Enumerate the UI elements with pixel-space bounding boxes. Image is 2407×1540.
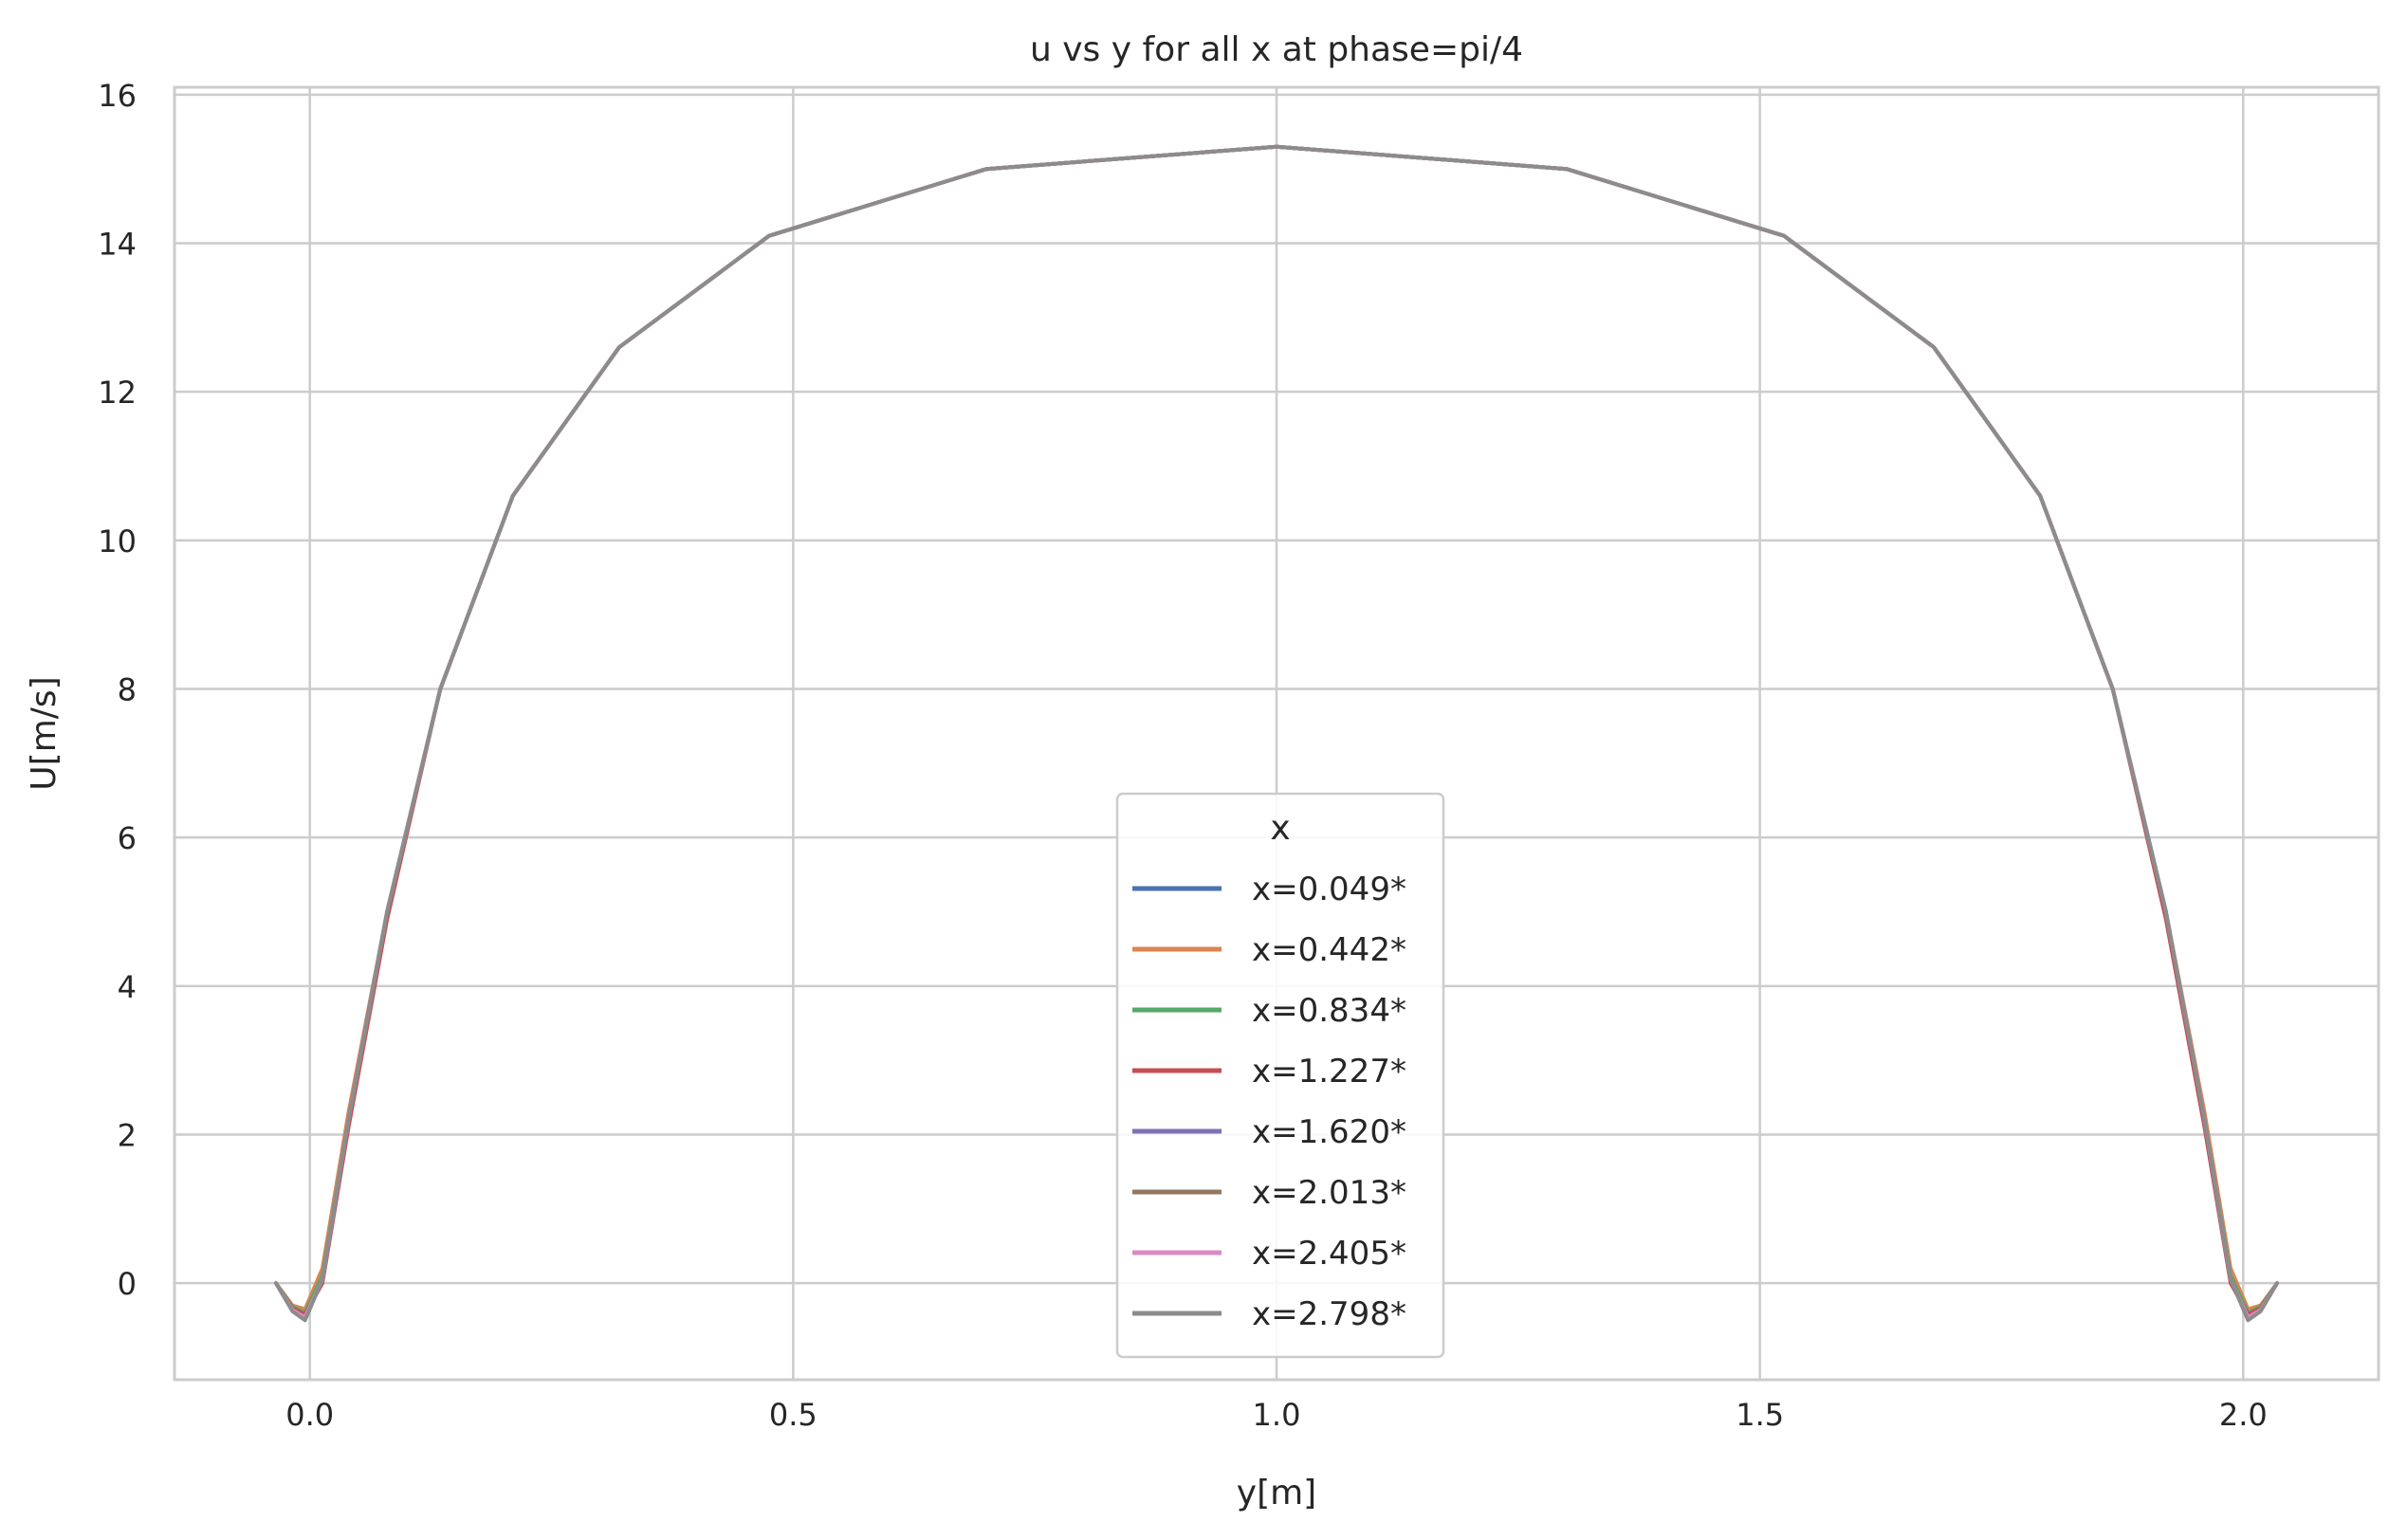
x-tick-label: 0.5 xyxy=(769,1397,818,1433)
grid-lines xyxy=(175,87,2379,1380)
x-tick-label: 1.0 xyxy=(1253,1397,1301,1433)
series-lines xyxy=(274,144,2279,1323)
legend-label: x=0.049* xyxy=(1252,871,1406,908)
legend-title: x xyxy=(1270,809,1290,848)
legend-label: x=0.834* xyxy=(1252,992,1406,1030)
y-tick-label: 4 xyxy=(118,969,137,1005)
legend-label: x=2.013* xyxy=(1252,1174,1406,1212)
y-tick-label: 10 xyxy=(98,523,137,559)
legend-label: x=1.227* xyxy=(1252,1053,1406,1091)
y-tick-label: 16 xyxy=(98,78,137,114)
legend-label: x=2.798* xyxy=(1252,1295,1406,1333)
x-axis-label: y[m] xyxy=(1237,1474,1316,1512)
y-tick-label: 14 xyxy=(98,227,137,263)
legend-label: x=1.620* xyxy=(1252,1113,1406,1151)
x-tick-labels: 0.0 0.5 1.0 1.5 2.0 xyxy=(285,1397,2267,1433)
y-tick-label: 8 xyxy=(118,672,137,708)
legend-box xyxy=(1115,792,1445,1359)
y-tick-label: 0 xyxy=(118,1266,137,1302)
x-tick-label: 2.0 xyxy=(2219,1397,2268,1433)
legend-label: x=0.442* xyxy=(1252,931,1406,969)
legend-label: x=2.405* xyxy=(1252,1235,1406,1273)
y-tick-labels: 0 2 4 6 8 10 12 14 16 xyxy=(98,78,137,1302)
x-tick-label: 1.5 xyxy=(1736,1397,1784,1433)
y-axis-label: U[m/s] xyxy=(25,676,64,790)
chart-title: u vs y for all x at phase=pi/4 xyxy=(1030,30,1523,69)
legend: x x=0.049* x=0.442* x=0.834* x=1.227* x=1.62… xyxy=(1115,792,1445,1359)
legend-items: x=0.049* x=0.442* x=0.834* x=1.227* x=1.620*… xyxy=(1132,871,1406,1333)
series-line xyxy=(274,144,2279,1323)
y-tick-label: 6 xyxy=(118,820,137,856)
plot-frame xyxy=(173,85,2380,1382)
y-tick-label: 2 xyxy=(118,1118,137,1154)
x-tick-label: 0.0 xyxy=(285,1397,334,1433)
y-tick-label: 12 xyxy=(98,375,137,411)
